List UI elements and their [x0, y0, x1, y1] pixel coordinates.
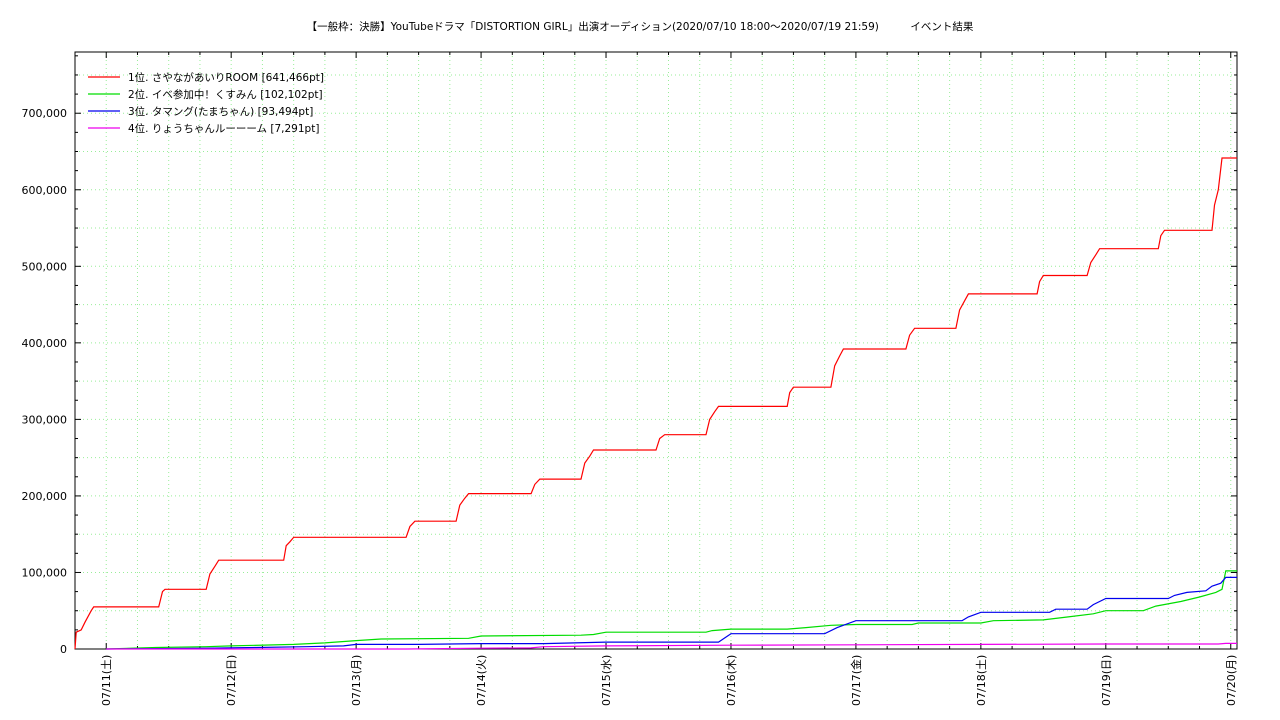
x-tick-label: 07/11(土) [100, 655, 113, 706]
x-tick-label: 07/16(木) [725, 655, 738, 706]
x-tick-label: 07/13(月) [350, 655, 363, 706]
y-tick-label: 500,000 [22, 260, 68, 273]
x-tick-label: 07/14(火) [475, 655, 488, 706]
legend-label: 4位. りょうちゃんルーーーム [7,291pt] [128, 122, 319, 135]
series-line-3 [106, 576, 1237, 650]
series-line-1 [74, 157, 1237, 650]
series-line-2 [106, 570, 1237, 650]
grid-lines [75, 52, 1237, 649]
y-tick-label: 0 [60, 643, 67, 656]
y-tick-label: 600,000 [22, 184, 68, 197]
legend: 1位. さやながあいりROOM [641,466pt] 2位. イベ参加中！くすみ… [88, 71, 324, 135]
legend-label: 3位. タマング(たまちゃん) [93,494pt] [128, 105, 313, 118]
y-tick-label: 200,000 [22, 490, 68, 503]
x-tick-label: 07/19(日) [1100, 655, 1113, 706]
y-tick-label: 400,000 [22, 337, 68, 350]
x-tick-label: 07/15(水) [600, 655, 613, 706]
tick-marks [75, 52, 1237, 650]
y-tick-label: 100,000 [22, 566, 68, 579]
x-tick-label: 07/17(金) [849, 655, 863, 706]
y-tick-label: 700,000 [22, 107, 68, 120]
series-line-4 [106, 642, 1237, 650]
x-tick-label: 07/12(日) [225, 655, 238, 706]
y-tick-label: 300,000 [22, 413, 68, 426]
x-tick-label: 07/20(月) [1225, 655, 1238, 706]
x-tick-label: 07/18(土) [975, 655, 988, 706]
chart-title: 【一般枠：決勝】YouTubeドラマ「DISTORTION GIRL」出演オーデ… [306, 21, 974, 33]
plot-frame [74, 51, 1238, 650]
legend-label: 1位. さやながあいりROOM [641,466pt] [128, 71, 324, 84]
legend-label: 2位. イベ参加中！くすみん [102,102pt] [128, 88, 323, 101]
